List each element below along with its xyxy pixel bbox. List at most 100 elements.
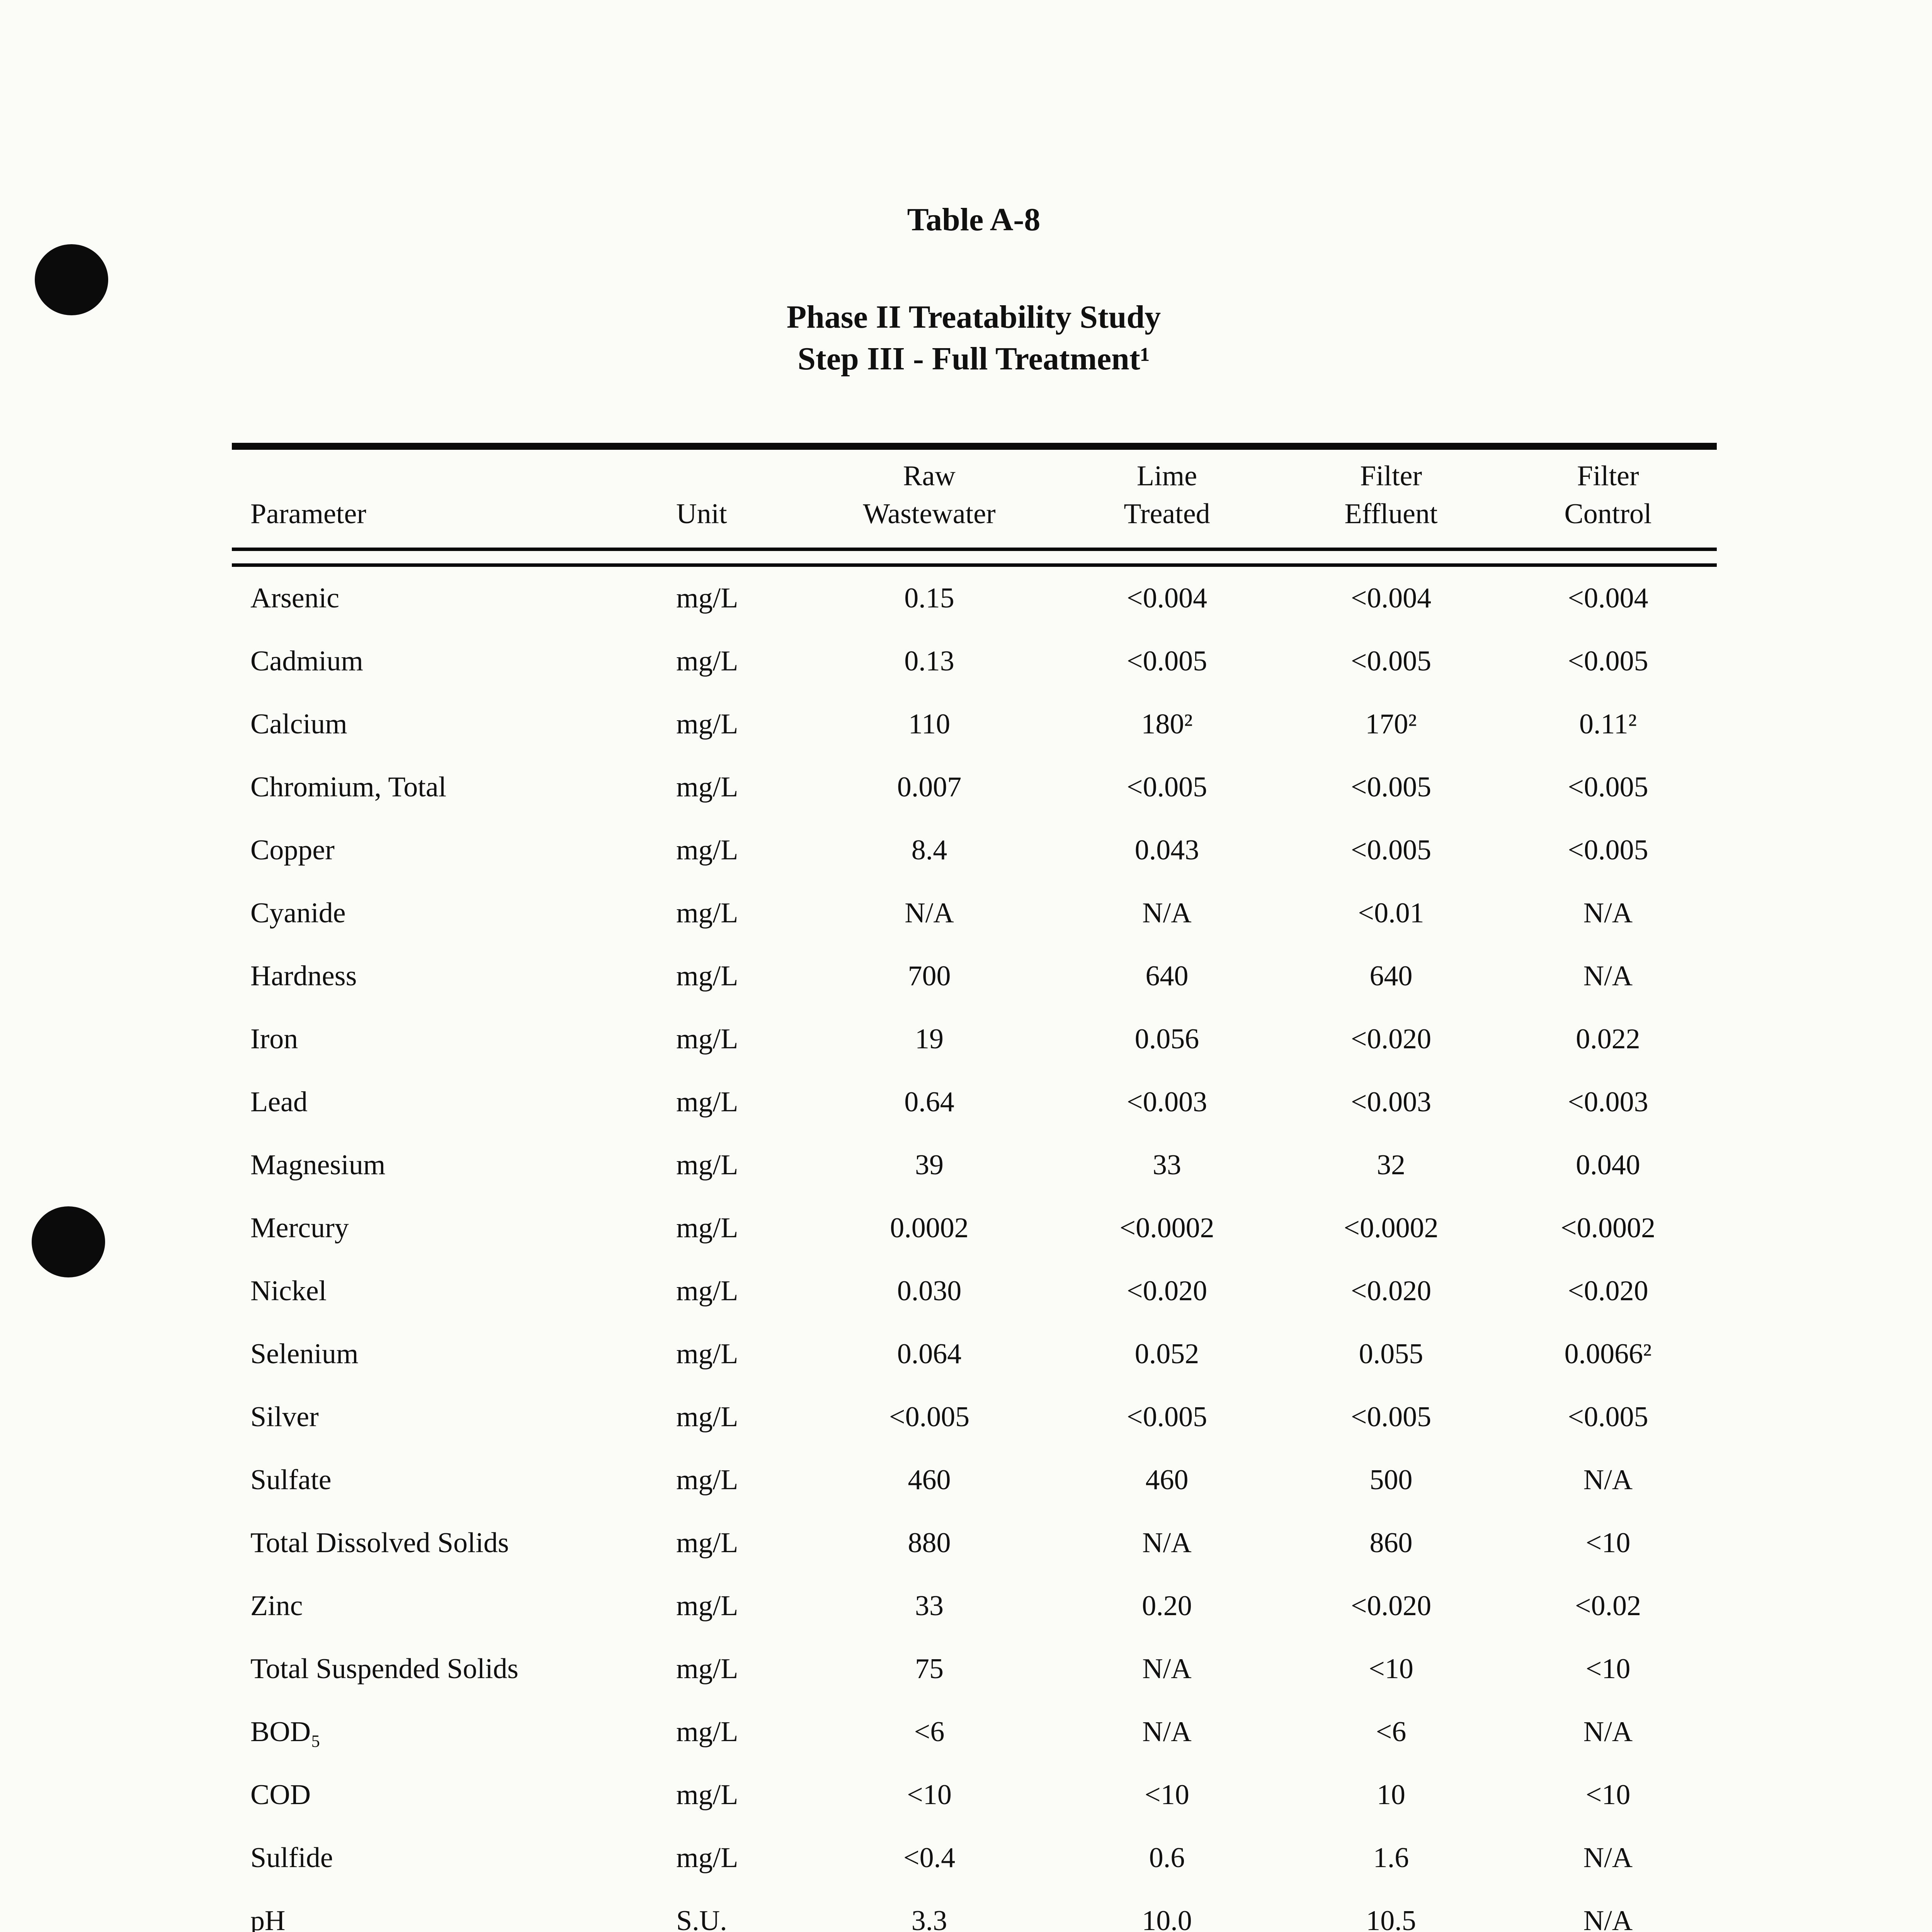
filter-control-cell: <0.005 [1568,834,1648,866]
parameter-cell: Sulfide [250,1842,333,1874]
table-row: Zinc mg/L 33 0.20 <0.020 <0.02 [232,1575,1717,1638]
raw-wastewater-cell: 19 [915,1023,944,1055]
lime-treated-cell: <0.003 [1126,1086,1208,1118]
table-row: Total Suspended Solids mg/L 75 N/A <10 <… [232,1638,1717,1701]
unit-cell: mg/L [676,1401,738,1433]
filter-control-cell: <0.020 [1568,1275,1648,1307]
lime-treated-cell: 0.6 [1149,1842,1185,1874]
filter-control-cell: <10 [1585,1653,1631,1685]
raw-wastewater-cell: <10 [907,1779,952,1811]
filter-control-cell: <10 [1585,1527,1631,1559]
unit-cell: mg/L [676,1716,738,1748]
table-row: Lead mg/L 0.64 <0.003 <0.003 <0.003 [232,1071,1717,1134]
parameter-cell: Zinc [250,1590,303,1622]
header-filter-effluent: Filter Effluent [1344,460,1438,530]
lime-treated-cell: 0.052 [1134,1338,1199,1370]
filter-control-cell: <0.02 [1575,1590,1641,1622]
header-parameter: Parameter [250,498,366,530]
table-row: Magnesium mg/L 39 33 32 0.040 [232,1134,1717,1197]
lime-treated-cell: 640 [1145,960,1189,992]
parameter-cell: Silver [250,1401,319,1433]
lime-treated-cell: 10.0 [1142,1905,1192,1932]
filter-control-cell: N/A [1583,1905,1633,1932]
filter-effluent-cell: 10 [1377,1779,1405,1811]
unit-cell: mg/L [676,1527,738,1559]
filter-effluent-cell: 32 [1377,1149,1405,1181]
unit-cell: mg/L [676,771,738,803]
parameter-cell: Selenium [250,1338,359,1370]
filter-effluent-cell: <10 [1369,1653,1413,1685]
table-number-title: Table A-8 [907,202,1041,238]
table-row: Copper mg/L 8.4 0.043 <0.005 <0.005 [232,819,1717,882]
raw-wastewater-cell: N/A [905,897,954,929]
table-row: Nickel mg/L 0.030 <0.020 <0.020 <0.020 [232,1260,1717,1323]
filter-effluent-cell: 170² [1365,708,1417,740]
filter-effluent-cell: 640 [1369,960,1413,992]
table-row: pH S.U. 3.3 10.0 10.5 N/A [232,1889,1717,1932]
parameter-cell: Cyanide [250,897,346,929]
raw-wastewater-cell: 0.064 [897,1338,962,1370]
lime-treated-cell: <0.004 [1126,582,1208,614]
filter-effluent-cell: <0.01 [1358,897,1424,929]
unit-cell: mg/L [676,1023,738,1055]
unit-cell: mg/L [676,1464,738,1496]
raw-wastewater-cell: 3.3 [911,1905,947,1932]
table-header-double-rule [232,548,1717,567]
filter-effluent-cell: <0.005 [1350,645,1432,677]
table-header-row: Parameter Unit Raw Wastewater Lime Treat… [232,450,1717,548]
lime-treated-cell: 0.20 [1142,1590,1192,1622]
title-block: Table A-8 Phase II Treatability Study St… [0,201,1932,379]
filter-effluent-cell: <0.005 [1350,771,1432,803]
unit-cell: mg/L [676,645,738,677]
filter-effluent-cell: 500 [1369,1464,1413,1496]
lime-treated-cell: 0.056 [1134,1023,1199,1055]
lime-treated-cell: 460 [1145,1464,1189,1496]
step-subtitle: Step III - Full Treatment¹ [798,340,1150,377]
table-row: Total Dissolved Solids mg/L 880 N/A 860 … [232,1512,1717,1575]
table-row: Hardness mg/L 700 640 640 N/A [232,945,1717,1008]
raw-wastewater-cell: 0.13 [904,645,954,677]
unit-cell: mg/L [676,582,738,614]
lime-treated-cell: <0.005 [1126,645,1208,677]
parameter-cell: Total Suspended Solids [250,1653,519,1685]
lime-treated-cell: <0.005 [1126,771,1208,803]
table-row: Cyanide mg/L N/A N/A <0.01 N/A [232,882,1717,945]
filter-control-cell: N/A [1583,960,1633,992]
filter-effluent-cell: <0.005 [1350,834,1432,866]
filter-effluent-cell: <6 [1376,1716,1406,1748]
lime-treated-cell: <10 [1145,1779,1189,1811]
raw-wastewater-cell: 0.030 [897,1275,962,1307]
filter-effluent-cell: <0.005 [1350,1401,1432,1433]
raw-wastewater-cell: <0.005 [889,1401,970,1433]
lime-treated-cell: 180² [1141,708,1193,740]
parameter-cell: Arsenic [250,582,340,614]
raw-wastewater-cell: 700 [908,960,951,992]
parameter-cell: Lead [250,1086,308,1118]
raw-wastewater-cell: 0.007 [897,771,962,803]
raw-wastewater-cell: 880 [908,1527,951,1559]
parameter-cell: Sulfate [250,1464,332,1496]
filter-control-cell: <10 [1585,1779,1631,1811]
table-row: Sulfate mg/L 460 460 500 N/A [232,1449,1717,1512]
filter-effluent-cell: <0.020 [1350,1275,1432,1307]
lime-treated-cell: N/A [1142,1716,1192,1748]
filter-control-cell: N/A [1583,1716,1633,1748]
parameter-cell: Mercury [250,1212,349,1244]
filter-effluent-cell: <0.020 [1350,1023,1432,1055]
hole-punch-top [35,244,108,315]
unit-cell: mg/L [676,1653,738,1685]
raw-wastewater-cell: 110 [908,708,951,740]
parameter-cell: Total Dissolved Solids [250,1527,509,1559]
raw-wastewater-cell: 0.15 [904,582,954,614]
parameter-cell: BOD₅ [250,1716,321,1748]
raw-wastewater-cell: 460 [908,1464,951,1496]
filter-effluent-cell: <0.004 [1350,582,1432,614]
filter-control-cell: 0.040 [1576,1149,1640,1181]
table-row: Silver mg/L <0.005 <0.005 <0.005 <0.005 [232,1386,1717,1449]
table-row: Sulfide mg/L <0.4 0.6 1.6 N/A [232,1827,1717,1889]
filter-control-cell: 0.11² [1579,708,1637,740]
lime-treated-cell: 33 [1153,1149,1181,1181]
filter-effluent-cell: 10.5 [1366,1905,1416,1932]
data-table: Parameter Unit Raw Wastewater Lime Treat… [232,443,1717,1932]
unit-cell: mg/L [676,1779,738,1811]
